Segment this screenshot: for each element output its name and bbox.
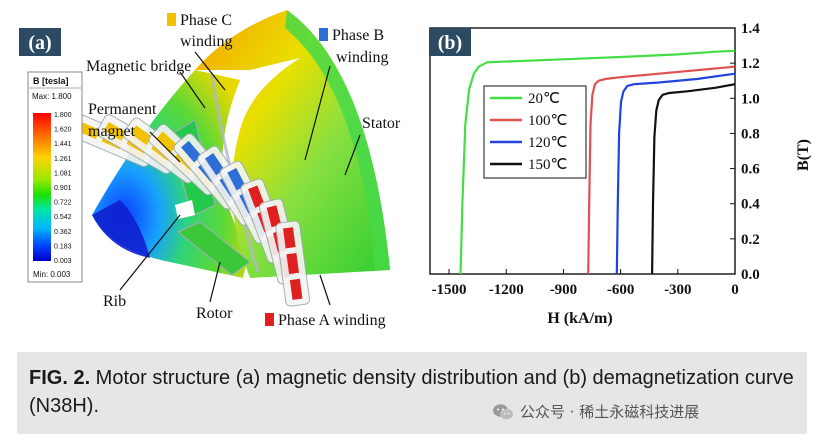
y-axis-label: B(T) [795,139,812,171]
phase-a-label: Phase A winding [278,312,386,329]
wechat-icon [493,403,513,419]
permanent-magnet-shape-2 [177,221,251,276]
caption-bar [17,352,807,434]
chart-ticks: -1500 -1200 -900 -600 -300 00.0 0.2 0.4 0.6 0.8 1.… [432,21,761,298]
x-tick-label: 0 [731,282,739,298]
colorbar-max: Max: 1.800 [32,92,72,101]
stator-slot [275,220,311,307]
panel-b-label-box [429,28,471,56]
phase-c-label-line1: Phase C [180,12,232,29]
x-tick-label: -300 [664,282,692,298]
panel-b-label: (b) [438,32,462,54]
y-tick-label: 0.6 [741,162,760,178]
colorbar-tick-label: 1.800 [54,112,72,119]
panel-a-label: (a) [28,32,51,54]
legend-label: 20℃ [528,91,560,107]
winding-coil [204,153,225,176]
permanent-magnet-label-line1: Permanent [88,101,157,118]
colorbar-gradient [33,113,51,261]
series-line [587,65,736,275]
x-tick-label: -900 [550,282,578,298]
y-tick-label: 0.4 [741,197,760,213]
colorbar: B [tesla] Max: 1.800 1.800 1.620 1.441 1.26… [27,71,83,283]
motor-cross-section [70,10,390,307]
winding-coil [227,168,246,191]
legend-label: 120℃ [528,135,567,151]
y-tick-label: 0.8 [741,126,760,142]
series-line [615,72,736,275]
caption-body: Motor structure (a) magnetic density dis… [29,367,794,417]
colorbar-tick-label: 0.542 [54,214,72,221]
legend-label: 150℃ [528,157,567,173]
watermark-text: 公众号 · 稀土永磁科技进展 [520,403,700,421]
y-tick-label: 1.4 [741,21,760,37]
legend-box [483,85,587,179]
winding-coil [130,125,153,146]
series-line [459,49,736,275]
colorbar-ticks: 1.800 1.620 1.441 1.261 1.081 0.901 0.722 0.542… [54,112,72,265]
colorbar-tick-label: 1.261 [54,156,72,163]
rib-shape [175,200,195,219]
stator-outer-band [285,10,390,270]
winding-coil [289,278,303,300]
y-tick-label: 0.2 [741,232,760,248]
chart-series-lines [459,49,736,275]
winding-coil [77,122,100,140]
colorbar-tick-label: 1.620 [54,127,72,134]
magnetic-bridge-label: Magnetic bridge [86,58,191,75]
colorbar-tick-label: 0.183 [54,243,72,250]
winding-coil [283,227,296,249]
winding-coil [181,140,202,163]
x-tick-label: -1200 [489,282,524,298]
permanent-magnet-label-line2: magnet [88,123,136,140]
colorbar-tick-label: 0.722 [54,200,72,207]
legend-label: 100℃ [528,113,567,129]
colorbar-tick-label: 1.441 [54,141,72,148]
rib-label: Rib [103,293,126,310]
panel-a-motor-field-plot: (a) B [tesla] Max: 1.800 1.800 1.620 1.441… [19,10,401,329]
phase-c-label-line2: winding [180,33,232,50]
phase-b-marker [319,28,328,41]
y-tick-label: 1.2 [741,56,760,72]
watermark: 公众号 · 稀土永磁科技进展 [492,401,699,422]
rotor-label: Rotor [196,305,233,322]
winding-coil [266,205,282,228]
colorbar-min: Min: 0.003 [33,270,71,279]
colorbar-tick-label: 0.901 [54,185,72,192]
caption-label: FIG. 2. [29,367,91,389]
panel-a-label-box [19,28,61,56]
phase-b-label-line1: Phase B [332,27,384,44]
stator-slots [70,114,311,307]
winding-coil [286,252,300,275]
chart-legend: 20℃ 100℃ 120℃ 150℃ [483,85,587,179]
colorbar-tick-label: 0.003 [54,258,72,265]
y-tick-label: 1.0 [741,91,760,107]
phase-b-label-line2: winding [336,49,388,66]
x-tick-label: -600 [607,282,635,298]
winding-coil [156,131,178,153]
phase-a-marker [265,313,274,326]
rotor-dark-zone [92,200,150,258]
x-tick-label: -1500 [432,282,467,298]
x-axis-label: H (kA/m) [547,310,612,327]
annotation-arrows [119,51,361,306]
winding-coil [248,185,265,208]
y-tick-label: 0.0 [741,267,760,283]
colorbar-title: B [tesla] [33,76,69,86]
panel-b-demagnetization-chart: (b) -1500 -1200 -900 -600 -300 00.0 0.2 0.4 0.6 0… [429,21,812,327]
figure-caption: FIG. 2. Motor structure (a) magnetic den… [29,364,799,420]
winding-coil [103,122,127,141]
colorbar-tick-label: 0.362 [54,229,72,236]
phase-c-marker [167,13,176,26]
series-line [651,83,736,275]
stator-label: Stator [362,115,401,132]
colorbar-tick-label: 1.081 [54,170,72,177]
